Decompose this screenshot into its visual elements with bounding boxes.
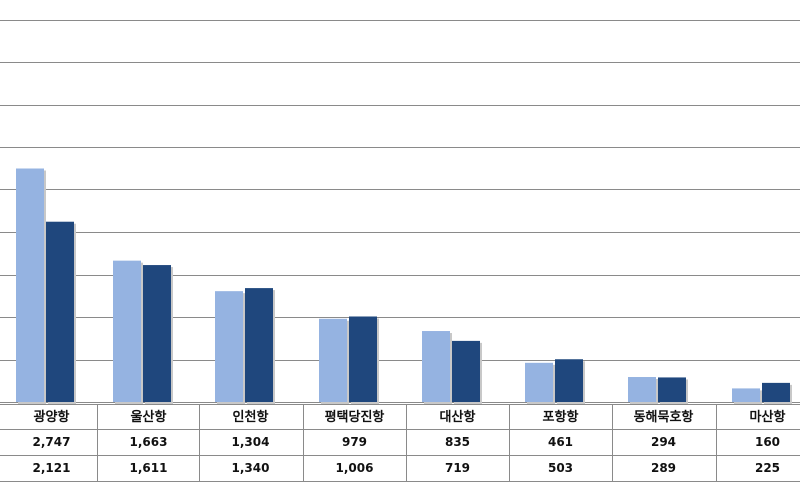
bar-series-1-광양항 [16, 168, 46, 404]
data-label-row-2: 2,121 [33, 461, 71, 475]
category-label: 대산항 [440, 409, 476, 425]
bar-series-1-인천항 [215, 291, 245, 404]
category-label: 동해묵호항 [634, 409, 694, 425]
bar-series-2-동해묵호항 [658, 377, 688, 404]
category-label: 울산항 [131, 409, 167, 425]
data-label-row-1: 160 [755, 435, 780, 449]
data-label-row-2: 1,340 [232, 461, 270, 475]
bar-series-1-마산항 [732, 388, 762, 404]
data-label-row-1: 1,304 [232, 435, 270, 449]
data-label-row-1: 2,747 [33, 435, 71, 449]
data-label-row-2: 1,611 [130, 461, 168, 475]
bar [215, 291, 243, 402]
category-label: 평택당진항 [325, 409, 385, 425]
data-label-row-1: 1,663 [130, 435, 168, 449]
bar-series-1-대산항 [422, 331, 452, 404]
data-label-row-2: 225 [755, 461, 780, 475]
bar [658, 377, 686, 402]
bar-series-2-마산항 [762, 382, 792, 404]
bar [349, 316, 377, 402]
bar [113, 260, 141, 402]
bar-series-2-울산항 [143, 265, 173, 404]
data-label-row-2: 719 [445, 461, 470, 475]
bar [628, 377, 656, 402]
category-label: 마산항 [750, 409, 786, 425]
bar-series-1-동해묵호항 [628, 377, 658, 404]
bar [319, 318, 347, 402]
data-label-row-1: 835 [445, 435, 470, 449]
category-label: 인천항 [233, 409, 269, 425]
bar-series-1-포항항 [525, 362, 555, 404]
bar-series-2-대산항 [452, 340, 482, 404]
data-label-row-2: 289 [651, 461, 676, 475]
data-label-row-1: 979 [342, 435, 367, 449]
bars [16, 168, 792, 404]
bar [422, 331, 450, 402]
bar-series-2-포항항 [555, 359, 585, 404]
bar [555, 359, 583, 402]
category-label: 광양항 [34, 409, 70, 425]
bar-series-2-광양항 [46, 221, 76, 404]
bar [732, 388, 760, 402]
data-label-row-2: 503 [548, 461, 573, 475]
data-label-row-1: 461 [548, 435, 573, 449]
category-label: 포항항 [543, 409, 579, 425]
bar [762, 382, 790, 402]
bar [143, 265, 171, 402]
bar [16, 168, 44, 402]
bar-series-1-울산항 [113, 260, 143, 404]
bar-series-2-평택당진항 [349, 316, 379, 404]
bar-series-1-평택당진항 [319, 318, 349, 404]
bar-series-2-인천항 [245, 288, 275, 404]
bar [452, 340, 480, 402]
data-table: 광양항 울산항 인천항 평택당진항 대산항 포항항 동해묵호항 마산항 2,747 1,663 1,… [0, 404, 800, 482]
bar [525, 362, 553, 402]
bar [245, 288, 273, 402]
data-label-row-1: 294 [651, 435, 676, 449]
bar [46, 221, 74, 402]
data-label-row-2: 1,006 [336, 461, 374, 475]
